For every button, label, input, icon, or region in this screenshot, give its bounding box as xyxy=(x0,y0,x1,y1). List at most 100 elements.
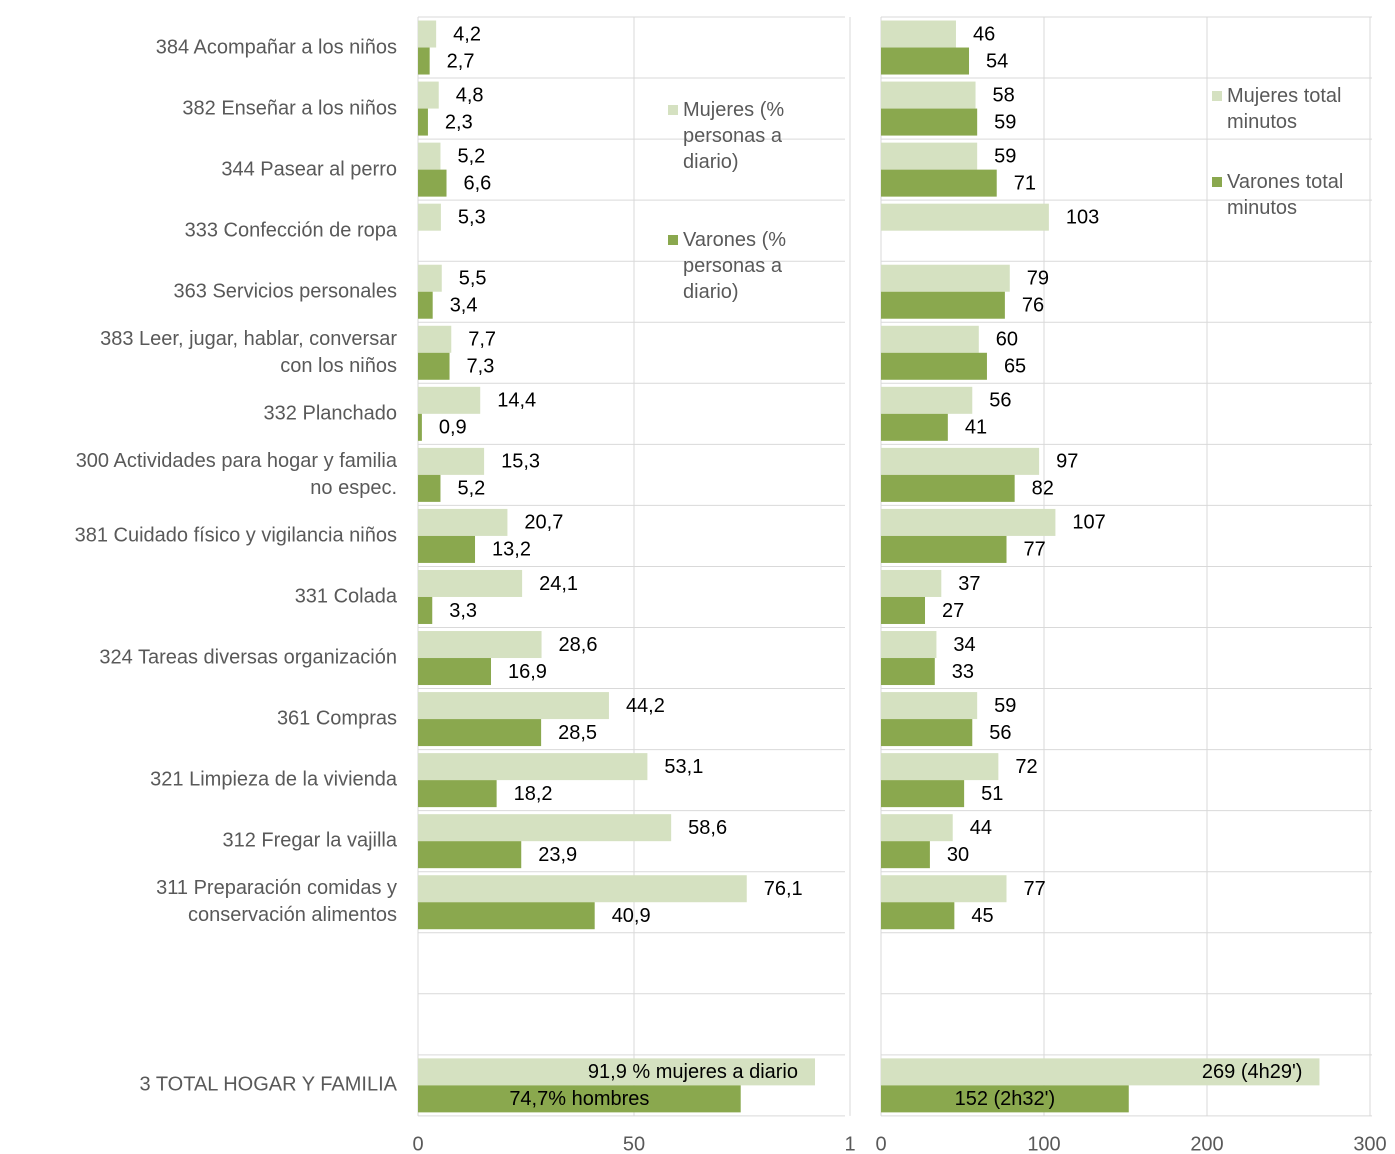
data-label: 45 xyxy=(971,905,993,927)
bar xyxy=(881,325,979,353)
data-label: 44,2 xyxy=(626,695,665,717)
category-label: 312 Fregar la vajilla xyxy=(222,829,397,852)
bar xyxy=(418,875,747,903)
bar xyxy=(418,753,648,781)
data-label: 2,3 xyxy=(445,111,473,133)
category-label: 363 Servicios personales xyxy=(173,280,397,303)
bar xyxy=(418,902,595,930)
data-label: 82 xyxy=(1032,478,1054,500)
bar xyxy=(881,474,1015,502)
data-label: 77 xyxy=(1024,539,1046,561)
bar xyxy=(418,508,508,536)
bar xyxy=(881,658,935,686)
bar xyxy=(881,631,937,659)
category-label: 300 Actividades para hogar y familia no … xyxy=(75,449,397,499)
data-label: 5,5 xyxy=(459,268,487,290)
bar xyxy=(418,631,542,659)
category-label: 321 Limpieza de la vivienda xyxy=(150,768,397,791)
legend-swatch xyxy=(1212,91,1222,101)
data-label: 59 xyxy=(994,145,1016,167)
data-label: 74,7% hombres xyxy=(509,1088,649,1110)
category-label: 311 Preparación comidas y conservación a… xyxy=(156,877,397,927)
bar xyxy=(418,20,437,48)
bar xyxy=(881,20,956,48)
category-label: 331 Colada xyxy=(294,585,397,608)
bar xyxy=(418,780,497,808)
bar xyxy=(881,1058,1320,1086)
bar xyxy=(418,47,430,75)
data-label: 16,9 xyxy=(508,661,547,683)
bar xyxy=(418,569,523,597)
legend-label: Varones (% personas a diario) xyxy=(683,229,787,303)
bar xyxy=(418,535,476,563)
data-label: 58,6 xyxy=(688,817,727,839)
bar xyxy=(418,719,542,747)
bar xyxy=(881,291,1005,319)
category-label: 324 Tareas diversas organización xyxy=(99,646,397,669)
bar xyxy=(881,569,942,597)
data-label: 41 xyxy=(965,417,987,439)
data-label: 30 xyxy=(947,844,969,866)
category-label: 333 Confección de ropa xyxy=(184,219,397,242)
data-label: 4,2 xyxy=(453,23,481,45)
data-label: 5,2 xyxy=(457,145,485,167)
bar xyxy=(881,447,1040,475)
bar xyxy=(881,875,1007,903)
bar xyxy=(881,264,1010,292)
x-tick-label: 100 xyxy=(1027,1133,1060,1154)
data-label: 91,9 % mujeres a diario xyxy=(588,1061,798,1083)
data-label: 46 xyxy=(973,23,995,45)
bar xyxy=(418,692,609,720)
data-label: 33 xyxy=(952,661,974,683)
bar xyxy=(881,753,999,781)
category-label: 3 TOTAL HOGAR Y FAMILIA xyxy=(139,1073,398,1096)
data-label: 15,3 xyxy=(501,451,540,473)
x-tick-label: 200 xyxy=(1190,1133,1223,1154)
bar xyxy=(881,108,978,136)
legend-label: Mujeres (% personas a diario) xyxy=(683,99,785,173)
data-label: 4,8 xyxy=(456,84,484,106)
category-label: 383 Leer, jugar, hablar, conversar con l… xyxy=(100,327,397,377)
bar xyxy=(418,169,447,197)
data-label: 103 xyxy=(1066,206,1099,228)
bar xyxy=(881,841,930,869)
bar xyxy=(418,291,433,319)
data-label: 28,6 xyxy=(559,634,598,656)
x-tick-label: 1 xyxy=(844,1133,855,1154)
data-label: 37 xyxy=(958,573,980,595)
bar xyxy=(881,508,1056,536)
data-label: 6,6 xyxy=(464,172,492,194)
data-label: 3,4 xyxy=(450,295,478,317)
bar xyxy=(881,413,948,441)
legend-label: Mujeres total minutos xyxy=(1227,85,1342,133)
data-label: 5,2 xyxy=(457,478,485,500)
bar xyxy=(881,81,976,109)
data-label: 269 (4h29') xyxy=(1202,1061,1303,1083)
data-label: 152 (2h32') xyxy=(955,1088,1056,1110)
bar xyxy=(418,352,450,380)
data-label: 13,2 xyxy=(492,539,531,561)
data-label: 53,1 xyxy=(664,756,703,778)
data-label: 59 xyxy=(994,695,1016,717)
bar xyxy=(418,264,442,292)
data-label: 79 xyxy=(1027,268,1049,290)
category-label: 344 Pasear al perro xyxy=(221,158,397,181)
x-tick-label: 50 xyxy=(623,1133,645,1154)
data-label: 14,4 xyxy=(497,390,536,412)
bar xyxy=(418,474,441,502)
data-label: 107 xyxy=(1072,512,1105,534)
data-label: 44 xyxy=(970,817,992,839)
bar xyxy=(881,142,978,170)
bar xyxy=(881,780,965,808)
bar xyxy=(418,142,441,170)
bar xyxy=(881,596,926,624)
bar xyxy=(881,719,973,747)
data-label: 7,7 xyxy=(468,329,496,351)
legend-swatch xyxy=(668,235,678,245)
bar xyxy=(418,814,672,842)
data-label: 76,1 xyxy=(764,878,803,900)
data-label: 54 xyxy=(986,50,1008,72)
bar xyxy=(418,108,428,136)
